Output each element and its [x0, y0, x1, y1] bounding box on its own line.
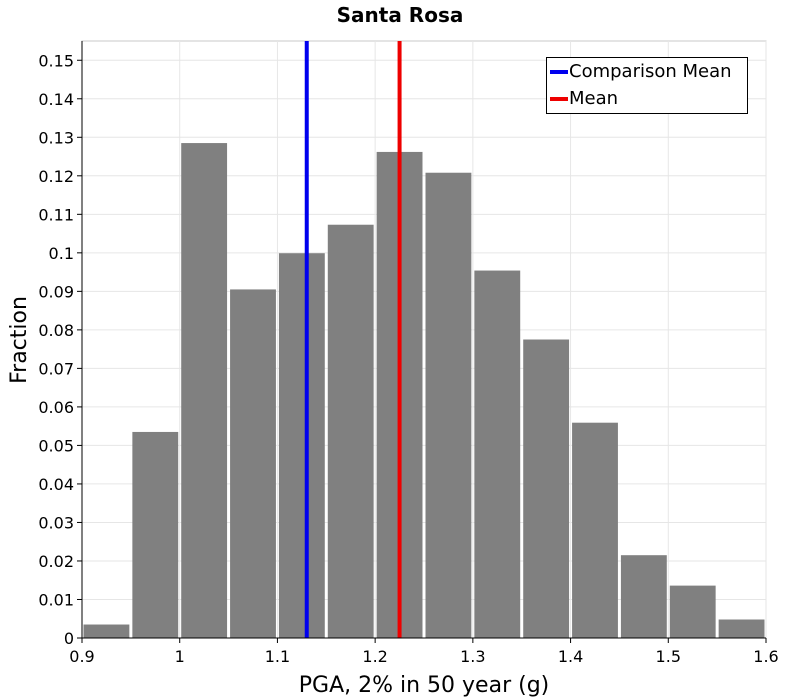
chart-title: Santa Rosa [337, 3, 464, 27]
legend-swatch-mean [550, 97, 568, 101]
histogram-bar [718, 619, 765, 638]
y-tick-label: 0.09 [38, 282, 74, 301]
histogram-bar [83, 624, 130, 638]
x-tick-label: 1 [175, 647, 185, 666]
x-ticks: 0.9 1 1.1 1.2 1.3 1.4 1.5 1.6 [69, 638, 779, 666]
y-tick-label: 0.01 [38, 590, 74, 609]
histogram-bar [327, 224, 374, 639]
x-tick-label: 1.3 [460, 647, 485, 666]
y-tick-label: 0.03 [38, 513, 74, 532]
legend-item-mean: Mean [547, 86, 747, 110]
histogram-bar [523, 339, 570, 638]
legend: Comparison Mean Mean [546, 57, 748, 114]
y-tick-label: 0.08 [38, 321, 74, 340]
mean-lines [304, 41, 402, 638]
x-tick-label: 1.1 [265, 647, 290, 666]
axes [81, 41, 766, 639]
y-tick-label: 0.06 [38, 398, 74, 417]
x-tick-label: 1.2 [362, 647, 387, 666]
histogram-bar [230, 289, 276, 638]
legend-label-comparison-mean: Comparison Mean [569, 61, 732, 82]
histogram-bar [572, 422, 618, 638]
histogram-bar [278, 253, 325, 638]
y-tick-label: 0.12 [38, 167, 74, 186]
legend-item-comparison-mean: Comparison Mean [547, 59, 747, 83]
x-tick-label: 1.5 [656, 647, 681, 666]
x-tick-label: 1.6 [753, 647, 778, 666]
histogram-bar [474, 270, 521, 638]
histogram-bar [620, 555, 667, 638]
y-tick-label: 0.05 [38, 436, 74, 455]
histogram-bar [132, 431, 179, 638]
x-tick-label: 1.4 [558, 647, 583, 666]
y-tick-label: 0.04 [38, 475, 74, 494]
legend-label-mean: Mean [569, 88, 619, 109]
x-tick-label: 0.9 [69, 647, 94, 666]
y-tick-label: 0.11 [38, 205, 74, 224]
y-tick-label: 0.02 [38, 552, 74, 571]
y-tick-label: 0.07 [38, 359, 74, 378]
histogram-bar [181, 143, 228, 638]
y-tick-label: 0.15 [38, 51, 74, 70]
x-axis-label: PGA, 2% in 50 year (g) [299, 673, 550, 698]
y-tick-label: 0 [64, 629, 74, 648]
y-ticks: 0 0.01 0.02 0.03 0.04 0.05 0.06 0.07 0.08 0.09 0.1… [38, 51, 82, 648]
y-axis-label: Fraction [7, 296, 32, 384]
histogram-bar [669, 585, 716, 638]
legend-swatch-comparison-mean [550, 70, 568, 74]
y-tick-label: 0.14 [38, 90, 74, 109]
y-tick-label: 0.13 [38, 128, 74, 147]
y-tick-label: 0.1 [49, 244, 74, 263]
histogram-bar [425, 172, 472, 638]
